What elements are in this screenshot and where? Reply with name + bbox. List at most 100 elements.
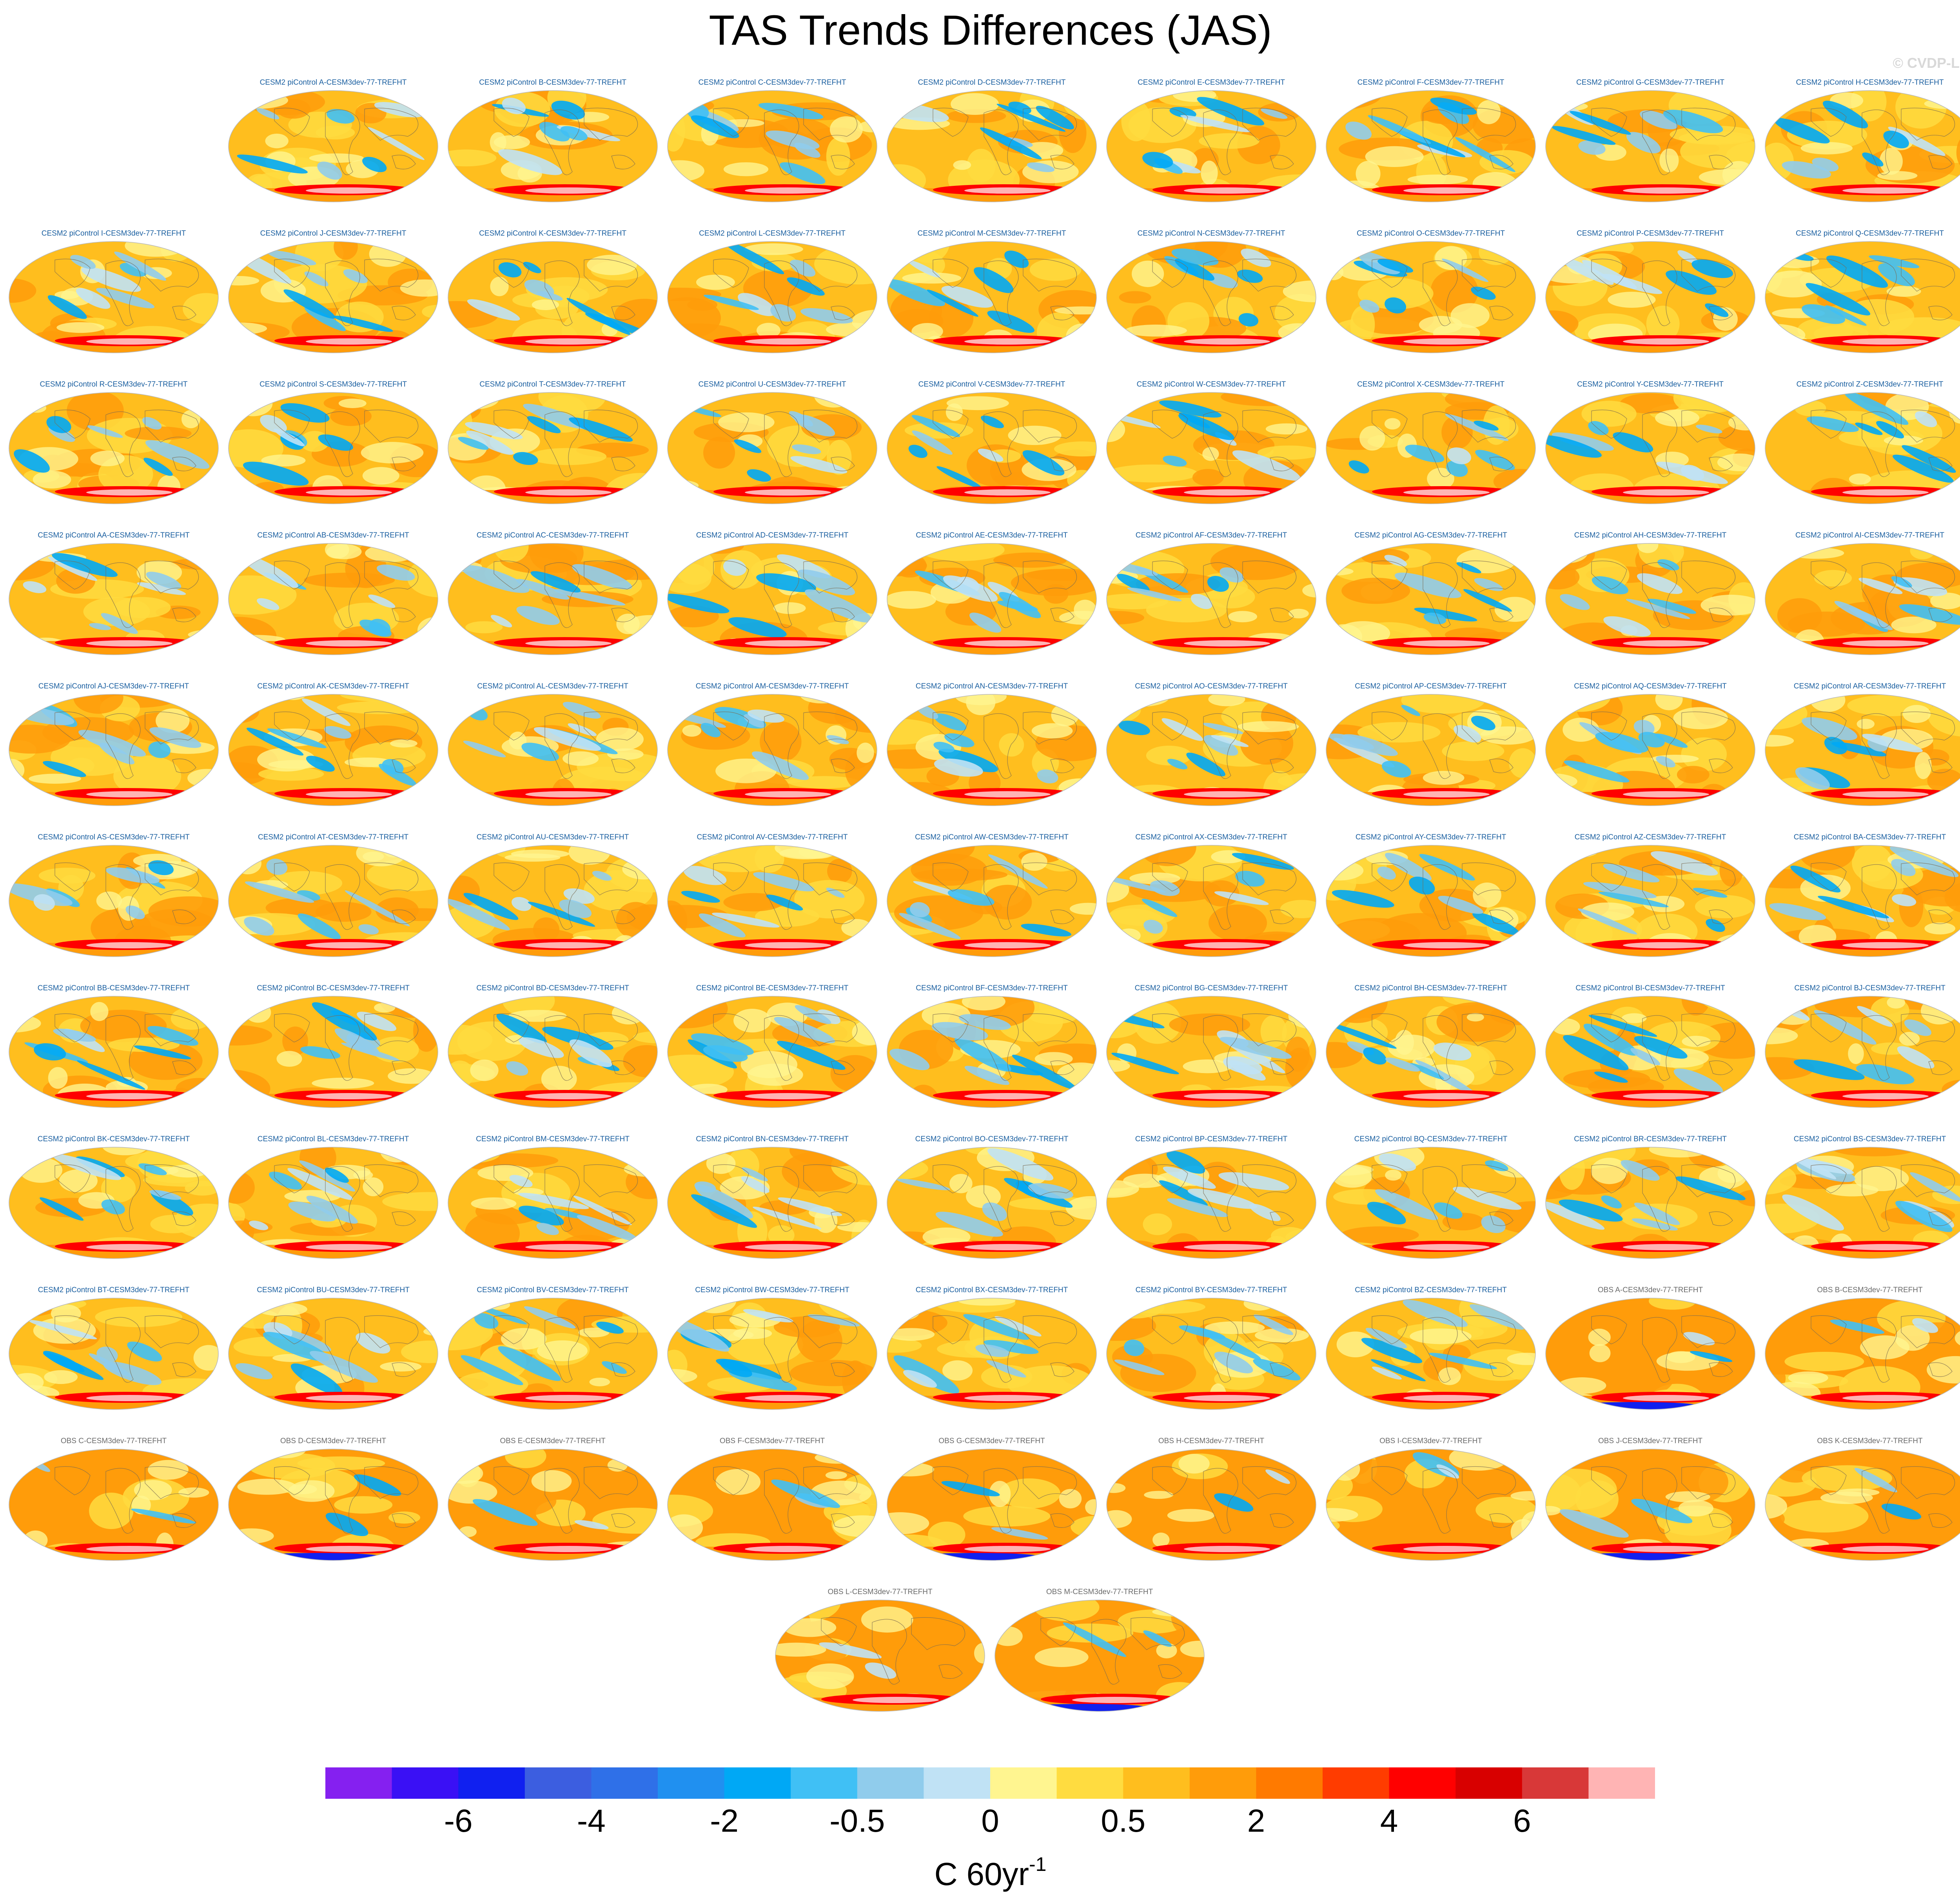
map-plot	[228, 996, 438, 1108]
map-panel: OBS G-CESM3dev-77-TREFHT	[886, 1436, 1098, 1562]
panel-label: CESM2 piControl Z-CESM3dev-77-TREFHT	[1796, 380, 1944, 389]
panel-label: CESM2 piControl K-CESM3dev-77-TREFHT	[479, 229, 626, 238]
map-plot	[228, 1147, 438, 1259]
map-plot	[1106, 694, 1316, 806]
panel-label: CESM2 piControl W-CESM3dev-77-TREFHT	[1136, 380, 1286, 389]
map-panel: CESM2 piControl AF-CESM3dev-77-TREFHT	[1105, 530, 1317, 656]
map-panel: CESM2 piControl AE-CESM3dev-77-TREFHT	[886, 530, 1098, 656]
panel-label: CESM2 piControl AY-CESM3dev-77-TREFHT	[1355, 833, 1506, 841]
panel-label: CESM2 piControl F-CESM3dev-77-TREFHT	[1357, 78, 1504, 87]
colorbar-tick-label: 6	[1513, 1803, 1531, 1839]
panel-label: CESM2 piControl I-CESM3dev-77-TREFHT	[41, 229, 186, 238]
map-panel: OBS B-CESM3dev-77-TREFHT	[1764, 1285, 1960, 1411]
map-plot	[667, 241, 877, 353]
panel-label: CESM2 piControl AW-CESM3dev-77-TREFHT	[915, 833, 1069, 841]
map-panel: CESM2 piControl I-CESM3dev-77-TREFHT	[8, 229, 220, 354]
colorbar-swatch	[658, 1767, 725, 1799]
panel-label: CESM2 piControl BZ-CESM3dev-77-TREFHT	[1355, 1286, 1507, 1294]
map-panel: OBS L-CESM3dev-77-TREFHT	[774, 1587, 986, 1713]
panel-label: CESM2 piControl AE-CESM3dev-77-TREFHT	[916, 531, 1068, 539]
map-plot	[1545, 543, 1755, 655]
map-panel: CESM2 piControl E-CESM3dev-77-TREFHT	[1105, 78, 1317, 203]
map-panel: CESM2 piControl AO-CESM3dev-77-TREFHT	[1105, 681, 1317, 807]
map-panel: CESM2 piControl BK-CESM3dev-77-TREFHT	[8, 1134, 220, 1260]
map-panel: CESM2 piControl AH-CESM3dev-77-TREFHT	[1544, 530, 1756, 656]
map-panel: CESM2 piControl M-CESM3dev-77-TREFHT	[886, 229, 1098, 354]
panel-label: CESM2 piControl C-CESM3dev-77-TREFHT	[698, 78, 846, 87]
panel-label: CESM2 piControl AL-CESM3dev-77-TREFHT	[477, 682, 628, 690]
map-plot	[667, 1147, 877, 1259]
map-panel: CESM2 piControl BH-CESM3dev-77-TREFHT	[1325, 983, 1537, 1109]
panel-label: CESM2 piControl D-CESM3dev-77-TREFHT	[918, 78, 1066, 87]
panel-label: CESM2 piControl L-CESM3dev-77-TREFHT	[699, 229, 846, 238]
panel-label: CESM2 piControl BS-CESM3dev-77-TREFHT	[1793, 1135, 1946, 1143]
map-panel: CESM2 piControl J-CESM3dev-77-TREFHT	[227, 229, 439, 354]
map-panel: CESM2 piControl AB-CESM3dev-77-TREFHT	[227, 530, 439, 656]
map-panel: CESM2 piControl Z-CESM3dev-77-TREFHT	[1764, 380, 1960, 505]
panel-label: CESM2 piControl BC-CESM3dev-77-TREFHT	[257, 984, 410, 992]
map-plot	[887, 1147, 1097, 1259]
map-plot	[1545, 1147, 1755, 1259]
panel-label: CESM2 piControl BT-CESM3dev-77-TREFHT	[38, 1286, 190, 1294]
map-panel: OBS K-CESM3dev-77-TREFHT	[1764, 1436, 1960, 1562]
map-panel: CESM2 piControl Y-CESM3dev-77-TREFHT	[1544, 380, 1756, 505]
map-panel: CESM2 piControl BZ-CESM3dev-77-TREFHT	[1325, 1285, 1537, 1411]
map-panel: CESM2 piControl BA-CESM3dev-77-TREFHT	[1764, 832, 1960, 958]
panel-label: CESM2 piControl U-CESM3dev-77-TREFHT	[698, 380, 846, 389]
panel-label: CESM2 piControl AD-CESM3dev-77-TREFHT	[696, 531, 849, 539]
panel-label: CESM2 piControl BI-CESM3dev-77-TREFHT	[1575, 984, 1725, 992]
map-plot	[1765, 392, 1960, 504]
panel-label: OBS E-CESM3dev-77-TREFHT	[500, 1437, 606, 1445]
map-panel: CESM2 piControl K-CESM3dev-77-TREFHT	[447, 229, 659, 354]
map-plot	[9, 1298, 219, 1410]
colorbar-swatch	[392, 1767, 459, 1799]
colorbar-swatch	[1256, 1767, 1323, 1799]
map-panel: CESM2 piControl BJ-CESM3dev-77-TREFHT	[1764, 983, 1960, 1109]
map-plot	[448, 543, 658, 655]
panel-label: CESM2 piControl BP-CESM3dev-77-TREFHT	[1135, 1135, 1288, 1143]
panel-label: CESM2 piControl H-CESM3dev-77-TREFHT	[1796, 78, 1944, 87]
map-plot	[228, 90, 438, 202]
map-plot	[228, 241, 438, 353]
map-plot	[448, 1449, 658, 1561]
panel-label: CESM2 piControl BF-CESM3dev-77-TREFHT	[916, 984, 1068, 992]
panel-label: CESM2 piControl BG-CESM3dev-77-TREFHT	[1134, 984, 1288, 992]
map-plot	[1106, 845, 1316, 957]
colorbar-swatch	[1522, 1767, 1589, 1799]
panel-label: CESM2 piControl R-CESM3dev-77-TREFHT	[40, 380, 188, 389]
map-plot	[1106, 1449, 1316, 1561]
map-plot	[1545, 241, 1755, 353]
colorbar-swatch	[458, 1767, 525, 1799]
map-panel: CESM2 piControl AU-CESM3dev-77-TREFHT	[447, 832, 659, 958]
map-plot	[228, 1449, 438, 1561]
map-panel: CESM2 piControl BP-CESM3dev-77-TREFHT	[1105, 1134, 1317, 1260]
map-plot	[1545, 90, 1755, 202]
chart-title: TAS Trends Differences (JAS)	[709, 6, 1272, 54]
panel-label: CESM2 piControl AS-CESM3dev-77-TREFHT	[38, 833, 190, 841]
panel-label: OBS F-CESM3dev-77-TREFHT	[719, 1437, 825, 1445]
map-plot	[448, 90, 658, 202]
map-panel: CESM2 piControl AZ-CESM3dev-77-TREFHT	[1544, 832, 1756, 958]
map-plot	[448, 845, 658, 957]
map-plot	[1326, 543, 1536, 655]
colorbar-tick-label: -2	[710, 1803, 739, 1839]
colorbar-unit: C 60yr-1	[0, 1843, 1960, 1896]
panel-label: CESM2 piControl B-CESM3dev-77-TREFHT	[479, 78, 626, 87]
panel-label: CESM2 piControl AF-CESM3dev-77-TREFHT	[1135, 531, 1287, 539]
map-panel: CESM2 piControl D-CESM3dev-77-TREFHT	[886, 78, 1098, 203]
panel-label: CESM2 piControl N-CESM3dev-77-TREFHT	[1137, 229, 1285, 238]
panel-label: CESM2 piControl BW-CESM3dev-77-TREFHT	[695, 1286, 849, 1294]
panel-label: OBS I-CESM3dev-77-TREFHT	[1379, 1437, 1482, 1445]
panel-label: CESM2 piControl AI-CESM3dev-77-TREFHT	[1795, 531, 1945, 539]
panel-label: CESM2 piControl BH-CESM3dev-77-TREFHT	[1354, 984, 1507, 992]
panel-label: CESM2 piControl BL-CESM3dev-77-TREFHT	[257, 1135, 409, 1143]
map-panel: CESM2 piControl BT-CESM3dev-77-TREFHT	[8, 1285, 220, 1411]
map-panel: CESM2 piControl G-CESM3dev-77-TREFHT	[1544, 78, 1756, 203]
map-panel: OBS A-CESM3dev-77-TREFHT	[1544, 1285, 1756, 1411]
map-panel: CESM2 piControl BL-CESM3dev-77-TREFHT	[227, 1134, 439, 1260]
map-panel: CESM2 piControl W-CESM3dev-77-TREFHT	[1105, 380, 1317, 505]
colorbar-tick-label: 2	[1247, 1803, 1265, 1839]
panel-label: CESM2 piControl AB-CESM3dev-77-TREFHT	[257, 531, 409, 539]
map-panel: CESM2 piControl AR-CESM3dev-77-TREFHT	[1764, 681, 1960, 807]
map-plot	[1765, 1298, 1960, 1410]
